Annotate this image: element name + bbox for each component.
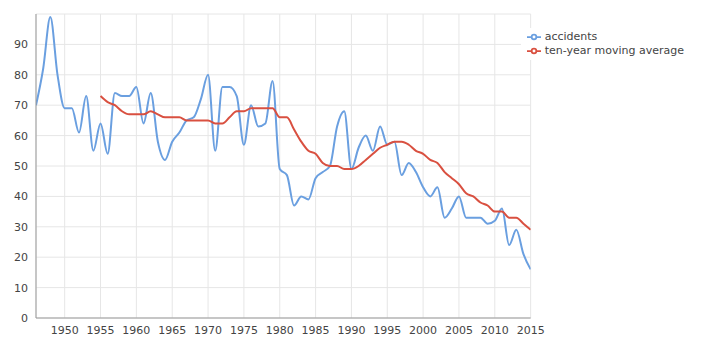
svg-text:50: 50 bbox=[14, 160, 28, 173]
svg-text:1990: 1990 bbox=[337, 324, 365, 337]
svg-text:90: 90 bbox=[14, 38, 28, 51]
svg-text:1980: 1980 bbox=[266, 324, 294, 337]
svg-text:1975: 1975 bbox=[230, 324, 258, 337]
svg-text:60: 60 bbox=[14, 130, 28, 143]
svg-text:2010: 2010 bbox=[481, 324, 509, 337]
svg-text:80: 80 bbox=[14, 69, 28, 82]
svg-text:1995: 1995 bbox=[373, 324, 401, 337]
svg-text:0: 0 bbox=[21, 312, 28, 325]
svg-text:1950: 1950 bbox=[51, 324, 79, 337]
svg-text:1985: 1985 bbox=[302, 324, 330, 337]
svg-text:70: 70 bbox=[14, 99, 28, 112]
html-text:accidents: accidents bbox=[544, 30, 598, 43]
svg-text:20: 20 bbox=[14, 251, 28, 264]
svg-text:40: 40 bbox=[14, 190, 28, 203]
html-text:ten-year moving average: ten-year moving average bbox=[544, 44, 684, 57]
svg-text:1970: 1970 bbox=[194, 324, 222, 337]
svg-text:2005: 2005 bbox=[445, 324, 473, 337]
svg-text:1965: 1965 bbox=[158, 324, 186, 337]
svg-text:30: 30 bbox=[14, 221, 28, 234]
svg-text:1955: 1955 bbox=[87, 324, 115, 337]
svg-text:2015: 2015 bbox=[517, 324, 545, 337]
svg-text:1960: 1960 bbox=[122, 324, 150, 337]
svg-text:2000: 2000 bbox=[409, 324, 437, 337]
svg-text:10: 10 bbox=[14, 282, 28, 295]
